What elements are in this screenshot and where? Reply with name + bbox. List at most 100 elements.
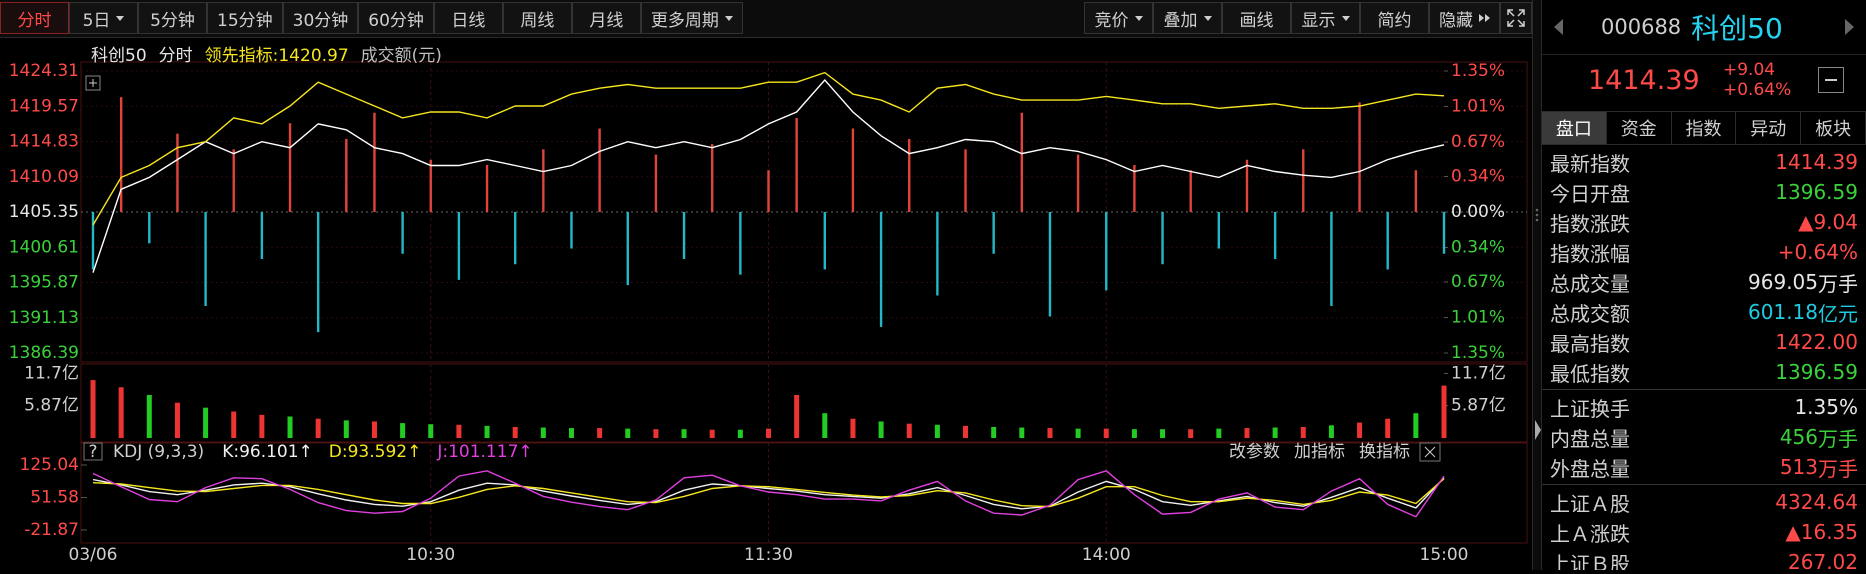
quote-name: 科创50: [1691, 12, 1783, 45]
period-tab[interactable]: 15分钟: [207, 2, 283, 34]
indicator-action[interactable]: 改参数: [1229, 442, 1280, 462]
fullscreen-button[interactable]: [1500, 2, 1532, 34]
y2-tick-label: 0.34%: [1451, 238, 1505, 258]
series-line: [92, 71, 1445, 226]
indicator-action[interactable]: 换指标: [1359, 442, 1410, 462]
volume-bar: [428, 424, 434, 438]
indicator-readout: J:101.117↑: [436, 442, 532, 462]
stat-value: 969.05: [1748, 270, 1818, 294]
volume-bar: [1300, 426, 1306, 438]
period-label: 30分钟: [292, 10, 349, 31]
stat-value: 4324.64: [1775, 490, 1858, 514]
stat-label: 内盘总量: [1550, 426, 1630, 451]
panel-tab[interactable]: 异动: [1736, 112, 1802, 144]
volume-bar: [1103, 428, 1109, 438]
splitter[interactable]: [1532, 0, 1542, 570]
stat-label: 总成交额: [1550, 301, 1630, 326]
tool-button[interactable]: 简约: [1360, 2, 1429, 34]
y-tick-label: 1419.57: [9, 96, 79, 116]
volume-bar: [681, 429, 687, 438]
period-tab[interactable]: 周线: [502, 2, 572, 34]
panel-tab[interactable]: 资金: [1607, 112, 1672, 144]
volume-bar: [484, 425, 490, 438]
volume-bar: [737, 429, 743, 438]
period-tab[interactable]: 30分钟: [282, 2, 359, 34]
volume-bar: [343, 420, 349, 438]
tool-label: 竞价: [1094, 10, 1129, 31]
volume-bar: [1272, 427, 1278, 438]
tool-button[interactable]: 画线: [1222, 2, 1291, 34]
arrow: [1485, 14, 1490, 22]
volume-bar: [906, 423, 912, 438]
stat-value: 267.02: [1788, 550, 1858, 570]
stat-unit: 万手: [1818, 456, 1858, 481]
period-label: 15分钟: [217, 10, 273, 31]
tool-button[interactable]: 叠加: [1153, 2, 1222, 34]
volume-bar: [1441, 385, 1447, 438]
volume-bar: [118, 387, 124, 438]
prev-arrow[interactable]: [1554, 19, 1563, 35]
volume-bar: [146, 395, 152, 438]
period-tab[interactable]: 更多周期: [640, 2, 743, 34]
stat-row: 上证Ｂ股 267.02: [1542, 547, 1866, 570]
y-tick-label: 1386.39: [9, 343, 79, 363]
y-tick-label: 5.87亿: [1451, 396, 1506, 416]
tool-button[interactable]: 显示: [1291, 2, 1360, 34]
period-label: 5分钟: [150, 10, 195, 31]
fullscreen-icon: [1507, 9, 1525, 27]
stat-label: 今日开盘: [1550, 181, 1630, 206]
stat-label: 上Ａ涨跌: [1550, 521, 1630, 546]
y2-tick-label: 0.67%: [1451, 272, 1505, 292]
volume-bar: [231, 411, 237, 438]
stat-row: 上证换手 1.35%: [1542, 392, 1866, 422]
period-tab[interactable]: 分时: [0, 2, 69, 34]
period-tab[interactable]: 日线: [433, 2, 503, 34]
stat-label: 上证换手: [1550, 396, 1630, 421]
volume-bar: [1047, 428, 1053, 438]
y2-tick-label: 0.34%: [1451, 166, 1505, 186]
stat-label: 总成交量: [1550, 271, 1630, 296]
panel-tab[interactable]: 盘口: [1542, 112, 1607, 144]
stat-value: 1.35%: [1794, 395, 1858, 419]
y-tick-label: -21.87: [24, 520, 79, 540]
volume-bar: [1328, 425, 1334, 438]
volume-bar: [371, 421, 377, 438]
volume-bar: [597, 428, 603, 438]
stat-label: 最高指数: [1550, 331, 1630, 356]
stat-label: 上证Ａ股: [1550, 491, 1630, 516]
quote-price: 1414.39: [1588, 64, 1700, 96]
tool-label: 显示: [1301, 10, 1336, 31]
tool-button[interactable]: 竞价: [1084, 2, 1153, 34]
period-label: 分时: [17, 10, 52, 31]
tool-group: 竞价 叠加 画线 显示 简约 隐藏: [1084, 0, 1532, 37]
stat-label: 最新指数: [1550, 151, 1630, 176]
stat-row: 今日开盘 1396.59: [1542, 177, 1866, 207]
panel-tab[interactable]: 指数: [1672, 112, 1737, 144]
next-arrow[interactable]: [1845, 19, 1854, 35]
toolbar: 分时 5日 5分钟 15分钟 30分钟 60分钟 日线 周线 月线 更多周期 竞价 叠加 画线 显示 简约…: [0, 0, 1532, 38]
series-line: [92, 78, 1445, 273]
dropdown-caret: [1203, 15, 1212, 21]
period-tab[interactable]: 60分钟: [358, 2, 434, 34]
legend-item: 领先指标:1420.97: [205, 46, 349, 66]
period-tab[interactable]: 5分钟: [138, 2, 207, 34]
change-value: +9.04: [1723, 60, 1776, 80]
help-box: [83, 442, 103, 461]
y-tick-label: 1391.13: [9, 308, 79, 328]
splitter-icons: [1535, 208, 1541, 440]
volume-bar: [315, 418, 321, 438]
quote-price-row: 1414.39 +9.04 +0.64%: [1542, 55, 1866, 105]
indicator-action[interactable]: 加指标: [1294, 442, 1345, 462]
volume-bar: [653, 429, 659, 438]
volume-bar: [878, 421, 884, 438]
tool-button[interactable]: 隐藏: [1429, 2, 1500, 34]
period-label: 周线: [520, 10, 555, 31]
volume-bar: [1019, 427, 1025, 438]
period-tab[interactable]: 月线: [571, 2, 641, 34]
collapse-button[interactable]: [1818, 67, 1844, 93]
period-label: 60分钟: [368, 10, 424, 31]
stat-group: 上证Ａ股 4324.64 上Ａ涨跌 ▲16.35 上证Ｂ股 267.02: [1542, 485, 1866, 570]
period-tab[interactable]: 5日: [69, 2, 138, 34]
panel-tab[interactable]: 板块: [1801, 112, 1866, 144]
